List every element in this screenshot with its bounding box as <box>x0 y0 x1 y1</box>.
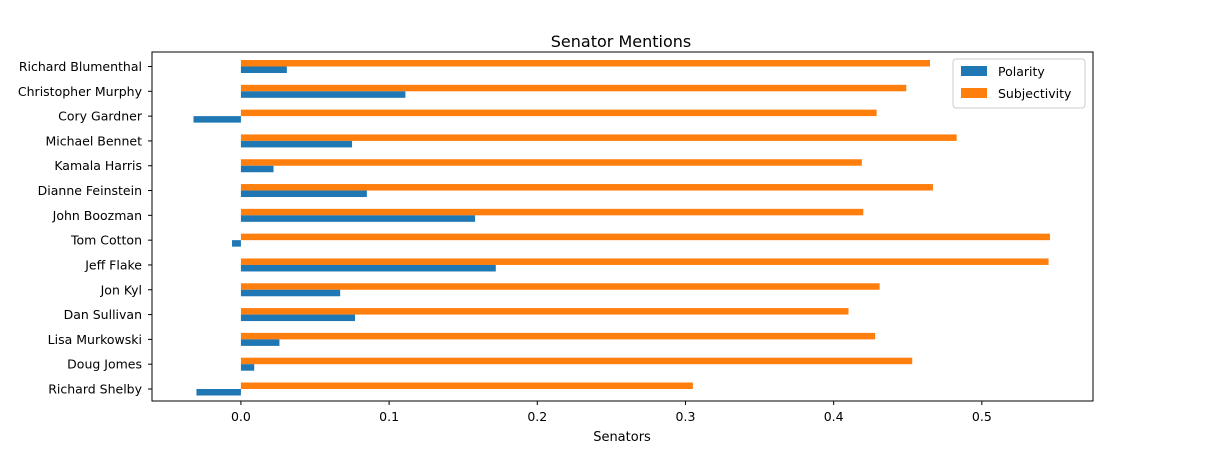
bar-subjectivity <box>240 357 913 365</box>
bar-subjectivity <box>240 134 957 141</box>
bar-subjectivity <box>240 208 864 216</box>
bar-polarity <box>240 165 274 173</box>
y-tick-label: Richard Shelby <box>48 382 142 397</box>
legend-swatch-polarity <box>961 66 987 76</box>
bar-subjectivity <box>240 159 862 166</box>
legend-label-subjectivity: Subjectivity <box>998 86 1072 101</box>
bar-subjectivity <box>240 84 907 92</box>
bar-subjectivity <box>240 283 880 290</box>
x-tick-label: 0.4 <box>824 409 844 424</box>
bar-subjectivity <box>240 109 877 117</box>
bar-polarity <box>196 389 241 396</box>
bar-polarity <box>193 116 241 123</box>
y-tick-label: Dianne Feinstein <box>38 183 142 198</box>
y-tick-label: John Boozman <box>52 208 142 223</box>
bar-polarity <box>240 339 280 346</box>
bar-subjectivity <box>240 258 1049 265</box>
bar-subjectivity <box>240 308 849 315</box>
y-tick-label: Doug Jomes <box>67 357 142 372</box>
bar-polarity <box>240 314 356 322</box>
y-tick-label: Cory Gardner <box>58 109 143 124</box>
y-tick-label: Lisa Murkowski <box>48 332 142 347</box>
x-axis-label: Senators <box>593 430 651 445</box>
bar-polarity <box>240 289 341 297</box>
y-tick-label: Dan Sullivan <box>64 307 142 322</box>
x-tick-label: 0.1 <box>379 409 399 424</box>
chart-title: Senator Mentions <box>551 32 691 51</box>
y-tick-label: Michael Bennet <box>45 133 142 148</box>
bar-subjectivity <box>240 184 933 191</box>
bar-polarity <box>240 264 496 272</box>
bar-subjectivity <box>240 60 930 67</box>
bar-subjectivity <box>240 233 1051 241</box>
x-tick-label: 0.3 <box>676 409 696 424</box>
y-tick-label: Jeff Flake <box>84 257 142 272</box>
plot-frame <box>151 51 1094 402</box>
bar-polarity <box>240 91 406 98</box>
legend-label-polarity: Polarity <box>998 64 1045 79</box>
y-axis: Richard Blumenthal Christopher Murphy Cory… <box>18 59 152 397</box>
y-tick-label: Christopher Murphy <box>18 84 143 99</box>
bar-polarity <box>240 66 287 73</box>
bars-layer <box>193 60 1051 396</box>
bar-subjectivity <box>240 382 693 389</box>
legend-swatch-subjectivity <box>961 88 987 98</box>
x-tick-label: 0.0 <box>231 409 251 424</box>
y-tick-label: Kamala Harris <box>54 158 142 173</box>
y-tick-label: Richard Blumenthal <box>19 59 142 74</box>
x-axis: 0.0 0.1 0.2 0.3 0.4 0.5 <box>231 401 992 424</box>
legend: Polarity Subjectivity <box>952 58 1086 109</box>
bar-polarity <box>240 364 255 371</box>
bar-polarity <box>240 140 353 148</box>
x-tick-label: 0.2 <box>527 409 547 424</box>
y-tick-label: Jon Kyl <box>100 282 142 297</box>
bar-subjectivity <box>240 332 876 340</box>
y-tick-label: Tom Cotton <box>70 233 142 248</box>
bar-polarity <box>240 190 367 198</box>
bar-polarity <box>240 215 476 222</box>
bar-polarity <box>232 240 241 247</box>
x-tick-label: 0.5 <box>972 409 992 424</box>
